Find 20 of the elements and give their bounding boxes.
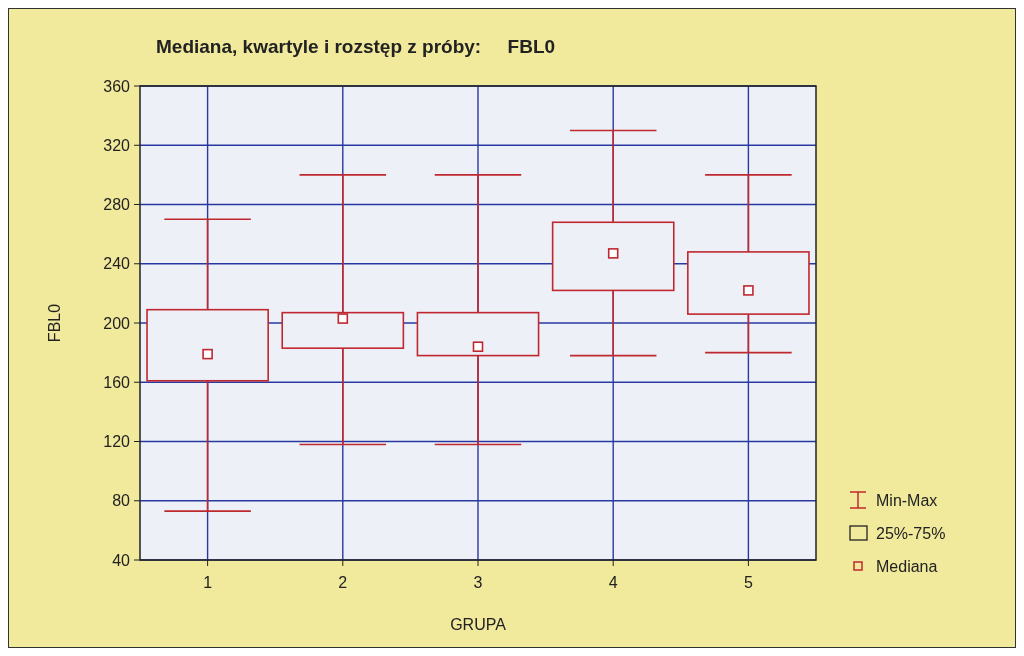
x-axis-title: GRUPA xyxy=(450,616,507,633)
text: Mediana xyxy=(876,557,938,575)
x-tick-label: 1 xyxy=(203,574,213,591)
y-axis-title: FBL0 xyxy=(46,303,63,343)
y-tick-label: 160 xyxy=(103,373,131,391)
x-tick-label: 2 xyxy=(338,574,348,591)
x-tick-label: 5 xyxy=(743,574,753,591)
y-tick-label: 80 xyxy=(112,492,131,510)
y-tick-label: 360 xyxy=(103,77,131,95)
text: Min-Max xyxy=(876,491,938,509)
x-tick-label: 3 xyxy=(473,574,483,591)
y-tick-label: 280 xyxy=(103,196,131,214)
x-tick-label: 4 xyxy=(608,574,618,591)
y-tick-label: 320 xyxy=(103,136,131,154)
y-tick-label: 240 xyxy=(103,255,131,273)
text: 25%-75% xyxy=(876,524,946,542)
y-tick-label: 120 xyxy=(103,433,131,451)
chart-title: Mediana, kwartyle i rozstęp z próby: FBL0 xyxy=(156,36,556,57)
y-tick-label: 40 xyxy=(112,551,131,569)
y-tick-label: 200 xyxy=(103,314,131,332)
